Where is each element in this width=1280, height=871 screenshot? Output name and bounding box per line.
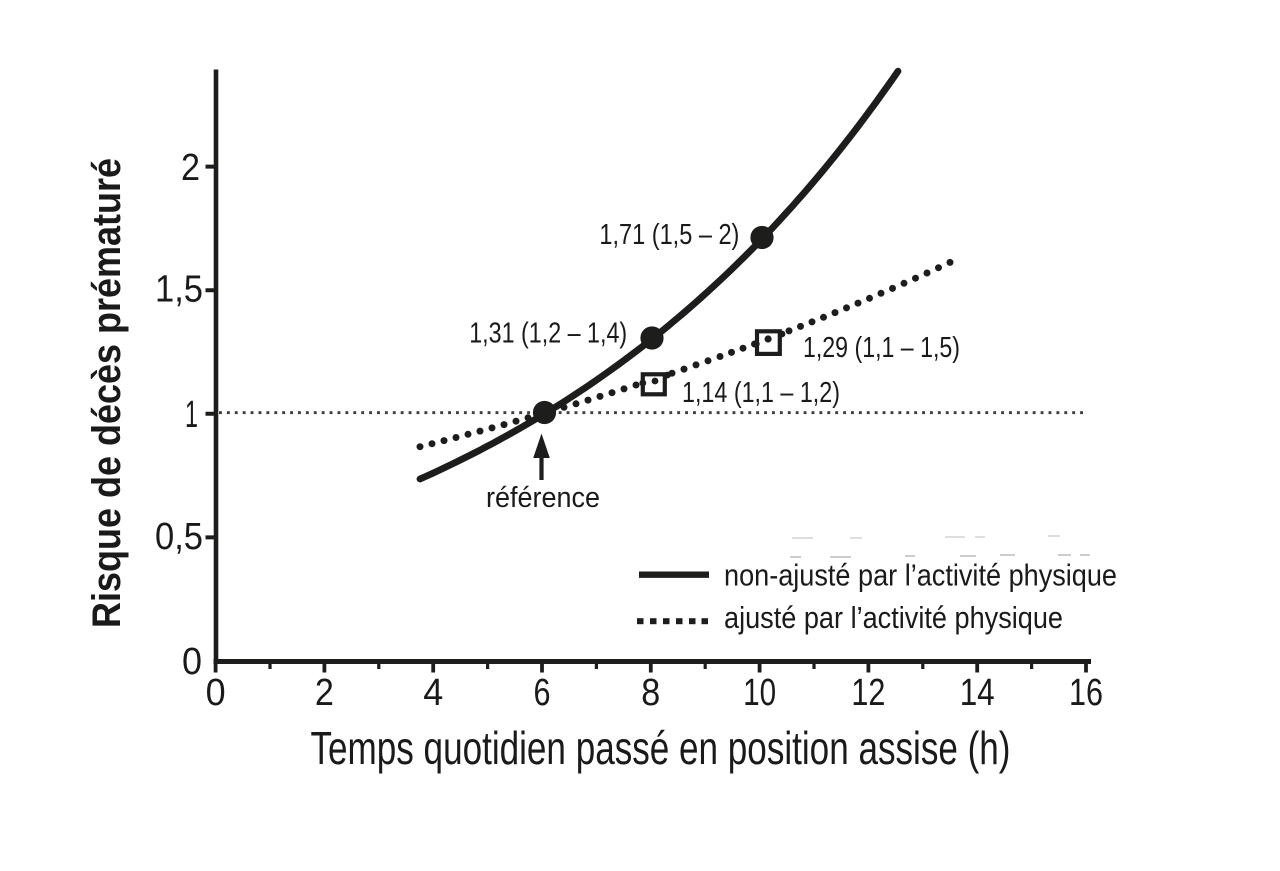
svg-text:1,31 (1,2 – 1,4): 1,31 (1,2 – 1,4) [469,318,627,350]
svg-text:0: 0 [206,672,226,714]
svg-text:1: 1 [185,394,198,436]
svg-text:0: 0 [182,641,202,683]
svg-text:2: 2 [315,672,334,714]
svg-text:8: 8 [641,672,660,714]
svg-text:2: 2 [181,147,200,189]
svg-text:6: 6 [534,672,551,714]
svg-text:Risque de décès prématuré: Risque de décès prématuré [85,158,129,628]
svg-text:12: 12 [851,672,885,714]
svg-text:10: 10 [743,672,776,714]
svg-text:1,71 (1,5 – 2): 1,71 (1,5 – 2) [599,219,739,251]
svg-text:Temps quotidien passé en posit: Temps quotidien passé en position assise… [311,722,1011,774]
svg-text:4: 4 [423,672,443,714]
svg-text:16: 16 [1069,672,1103,714]
svg-text:référence: référence [486,482,600,514]
svg-text:ajusté par l’activité physique: ajusté par l’activité physique [724,600,1063,635]
svg-text:1,14 (1,1 – 1,2): 1,14 (1,1 – 1,2) [682,377,840,409]
svg-text:non-ajusté par l’activité phys: non-ajusté par l’activité physique [724,558,1117,593]
svg-text:1,29 (1,1 – 1,5): 1,29 (1,1 – 1,5) [803,332,960,364]
svg-text:1,5: 1,5 [155,269,203,311]
svg-text:14: 14 [960,672,995,714]
svg-text:0,5: 0,5 [155,516,203,558]
